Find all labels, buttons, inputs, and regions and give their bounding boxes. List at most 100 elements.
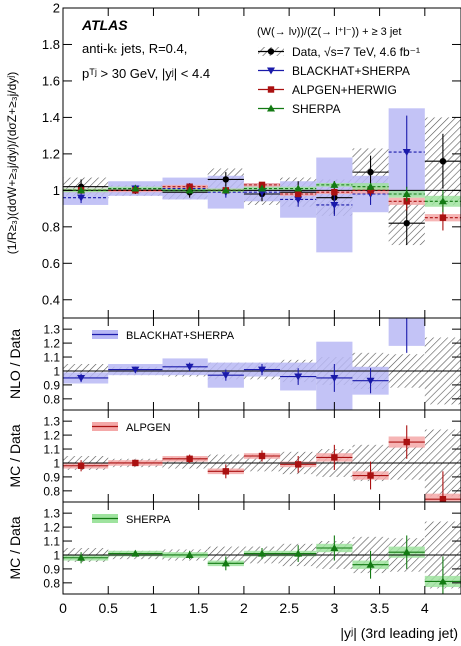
sherpa-point-0-2 — [185, 186, 194, 194]
atlas-label: ATLAS — [81, 17, 128, 33]
blackhat-point-1-6 — [330, 374, 339, 382]
sherpa-point-0-1 — [131, 184, 140, 192]
x-tick-label-2: 1 — [150, 600, 158, 616]
x-tick-label-8: 4 — [421, 600, 429, 616]
sherpa-point-0-5 — [294, 184, 303, 192]
blackhat-point-1-7 — [366, 377, 375, 385]
alpgen-point-2-2 — [186, 455, 193, 462]
y-tick-label-3-1: 0.9 — [43, 562, 60, 576]
panel-inner-0 — [63, 108, 461, 253]
alpgen-point-0-5 — [294, 190, 302, 198]
blackhat-point-1-1 — [131, 366, 140, 374]
y-tick-label-0-4: 1.2 — [42, 146, 60, 161]
panel-frame-3 — [62, 501, 461, 595]
sherpa-point-0-8 — [402, 190, 411, 197]
panels-group: 0.4 0.6 0.8 1 1.2 1.4 1.6 1.8 2 (1/R≥₃)(dσW+≥₃j/d… — [5, 1, 461, 616]
sherpa-point-0-4 — [258, 184, 266, 192]
y-tick-label-2-0: 0.8 — [43, 484, 60, 498]
alpgen-point-2-1 — [132, 459, 139, 467]
x-tick-label-1: 0.5 — [98, 600, 118, 616]
y-tick-label-1-2: 1 — [53, 364, 60, 378]
sherpa-point-3-7 — [366, 560, 375, 568]
panel-3: 0.80.911.11.21.3 MC / Data SHERPA — [7, 501, 461, 595]
sherpa-point-0-7 — [366, 182, 375, 190]
legend-label-1-0: BLACKHAT+SHERPA — [126, 330, 235, 342]
sherpa-point-3-0 — [77, 553, 86, 561]
panel-0: 0.4 0.6 0.8 1 1.2 1.4 1.6 1.8 2 (1/R≥₃)(dσW+≥₃j/d… — [5, 1, 461, 319]
y-tick-label-1-5: 1.3 — [43, 323, 60, 337]
blackhat-point-1-8 — [403, 301, 411, 308]
alpgen-point-0-6 — [331, 188, 338, 196]
sherpa-point-3-4 — [258, 549, 266, 557]
alpgen-point-2-6 — [331, 454, 338, 461]
sherpa-point-3-6 — [330, 544, 339, 551]
blackhat-point-0-8 — [402, 149, 411, 157]
legend-label-2-0: ALPGEN — [126, 422, 171, 434]
blackhat-point-1-5 — [294, 373, 303, 381]
sherpa-point-3-1 — [131, 549, 140, 557]
y-tick-label-0-3: 1 — [53, 183, 60, 198]
y-tick-label-2-3: 1.1 — [43, 443, 60, 457]
alpgen-point-2-9 — [439, 496, 447, 502]
blackhat-point-0-0 — [77, 194, 86, 202]
alpgen-point-2-3 — [222, 468, 230, 475]
y-tick-label-2-4: 1.2 — [43, 429, 60, 443]
panel-inner-1 — [63, 301, 461, 410]
sherpa-point-3-5 — [294, 549, 303, 557]
x-tick-label-0: 0 — [59, 600, 67, 616]
y-tick-label-3-2: 1 — [53, 548, 60, 562]
x-tick-label-4: 2 — [240, 600, 248, 616]
y-tick-label-1-4: 1.2 — [43, 337, 60, 351]
alpgen-point-2-4 — [258, 452, 266, 460]
x-tick-label-5: 2.5 — [279, 600, 299, 616]
y-tick-label-0-6: 1.6 — [42, 73, 60, 88]
y-tick-label-0-5: 1.4 — [42, 110, 60, 125]
sherpa-point-3-3 — [221, 559, 230, 567]
panel-2: 0.80.911.11.21.3 MC / Data ALPGEN — [7, 409, 461, 503]
x-axis-label: |yʲ| (3rd leading jet) — [340, 625, 458, 641]
y-tick-label-2-2: 1 — [53, 456, 60, 470]
sherpa-point-legend-3 — [267, 104, 275, 112]
alpgen-point-2-0 — [77, 462, 85, 469]
blackhat-point-1-0 — [77, 374, 86, 382]
legend-label-0-3: SHERPA — [292, 102, 340, 116]
data-point-0-3 — [222, 176, 230, 183]
y-axis-label-3: MC / Data — [7, 516, 23, 579]
y-tick-label-0-8: 2 — [53, 1, 60, 16]
annotation-cuts: pᵀʲ > 30 GeV, |yʲ| < 4.4 — [82, 66, 210, 81]
legend-label-0-2: ALPGEN+HERWIG — [292, 83, 397, 97]
legend-label-0-1: BLACKHAT+SHERPA — [292, 64, 410, 78]
y-tick-label-2-5: 1.3 — [43, 415, 60, 429]
sherpa-point-0-9 — [438, 197, 447, 205]
y-tick-label-1-1: 0.9 — [43, 378, 60, 392]
sherpa-point-3-8 — [402, 548, 411, 556]
sherpa-point-3-2 — [185, 550, 194, 558]
x-tick-label-7: 3.5 — [370, 600, 390, 616]
y-axis-label-2: MC / Data — [7, 424, 23, 487]
alpgen-point-legend-2 — [267, 86, 275, 93]
alpgen-point-2-7 — [367, 472, 374, 479]
y-tick-label-0-2: 0.8 — [42, 219, 60, 234]
legend-label-3-0: SHERPA — [126, 514, 171, 526]
data-point-0-7 — [367, 168, 374, 176]
data-point-legend-0 — [267, 48, 275, 55]
blackhat-point-1-4 — [258, 366, 266, 374]
y-tick-label-3-4: 1.2 — [43, 521, 60, 535]
alpgen-point-2-8 — [403, 438, 410, 446]
legend-title: (W(→ lν))/(Z(→ l⁺l⁻)) + ≥ 3 jet — [257, 26, 401, 38]
panel-1: 0.80.911.11.21.3 NLO / Data BLACKHAT+SHERP… — [7, 301, 461, 411]
blackhat-point-legend-1 — [267, 67, 275, 75]
y-tick-label-1-0: 0.8 — [43, 392, 60, 406]
y-tick-label-0-7: 1.8 — [42, 37, 60, 52]
blackhat-point-0-6 — [330, 201, 339, 209]
legend-label-0-0: Data, √s=7 TeV, 4.6 fb⁻¹ — [292, 45, 420, 59]
y-tick-label-0-0: 0.4 — [42, 292, 60, 307]
y-tick-label-3-5: 1.3 — [43, 507, 60, 521]
y-tick-label-3-0: 0.8 — [43, 576, 60, 590]
x-tick-label-3: 1.5 — [189, 600, 209, 616]
y-tick-label-1-3: 1.1 — [43, 351, 60, 365]
alpgen-point-0-9 — [439, 214, 447, 221]
blackhat-point-1-2 — [185, 363, 194, 371]
x-tick-label-6: 3 — [330, 600, 338, 616]
